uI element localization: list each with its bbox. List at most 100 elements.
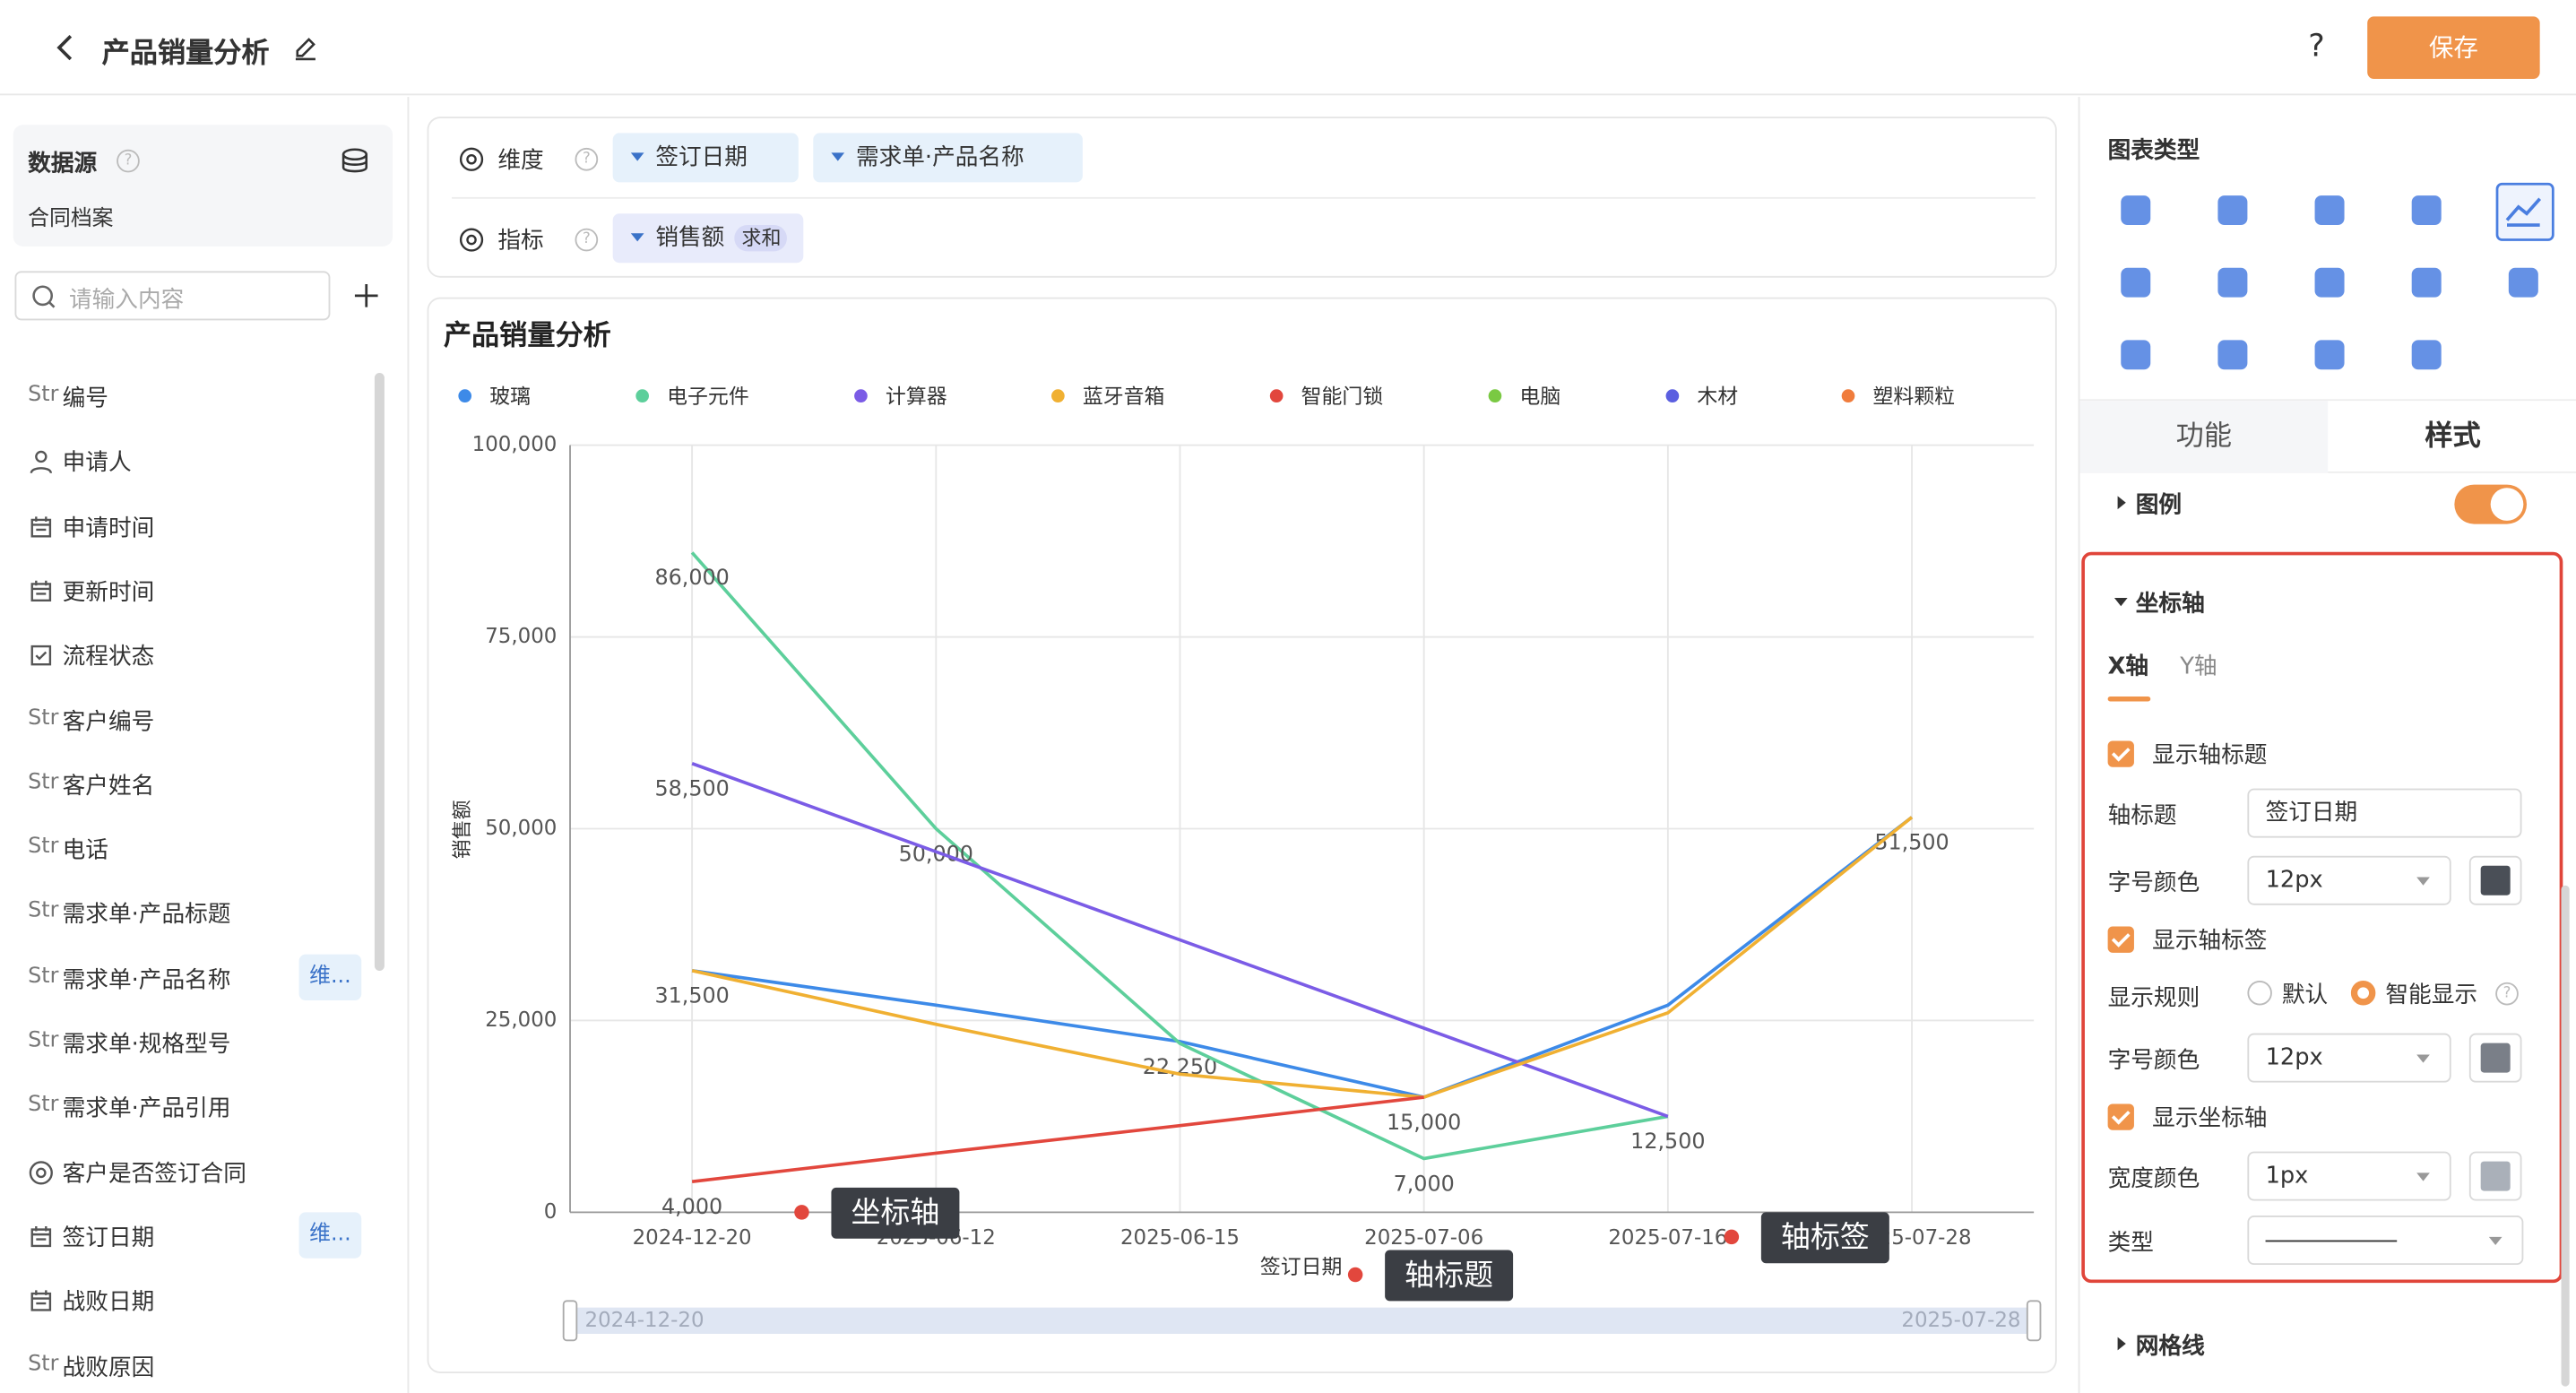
chart-card xyxy=(427,297,2057,1373)
chart-type-icon[interactable] xyxy=(2121,340,2151,370)
tab-active[interactable]: 样式 xyxy=(2425,420,2481,454)
chart-type-icon[interactable] xyxy=(2314,195,2345,226)
chart-type-icon[interactable] xyxy=(2411,267,2442,298)
zoom-track xyxy=(570,1307,2035,1334)
database-icon[interactable] xyxy=(341,148,371,174)
metric-name: 销售额 xyxy=(655,225,725,252)
field-icon xyxy=(30,515,52,537)
checkbox[interactable] xyxy=(2107,926,2134,953)
field-item[interactable]: Str 需求单·产品引用 xyxy=(0,1086,369,1129)
annotation-box xyxy=(1385,1250,1514,1302)
field-item[interactable]: 战败日期 xyxy=(0,1280,369,1323)
chart-type-icon[interactable] xyxy=(2217,195,2248,226)
field-item[interactable]: 流程状态 xyxy=(0,635,369,678)
checkbox[interactable] xyxy=(2107,740,2134,767)
tab-bar: 功能 样式 xyxy=(2079,399,2576,473)
icon-shape xyxy=(2411,340,2442,370)
font-size-select[interactable]: 12px xyxy=(2247,1033,2451,1083)
field-item[interactable]: Str 客户编号 xyxy=(0,699,369,742)
icon-shape xyxy=(2217,195,2248,226)
highlight-box xyxy=(2081,551,2563,1284)
chart-type-icon[interactable] xyxy=(2411,340,2442,370)
color-swatch[interactable] xyxy=(2468,855,2522,905)
scrollbar[interactable] xyxy=(374,372,385,972)
dimension-chip[interactable]: 签订日期 xyxy=(612,133,799,183)
field-name: 流程状态 xyxy=(62,644,155,671)
chart-type-icon[interactable] xyxy=(2217,267,2248,298)
zoom-handle xyxy=(562,1300,578,1342)
field-name: 编号 xyxy=(62,385,108,412)
chart-group: 产品销量分析 0 25,000 50,000 75,000 100,000 2024-12… xyxy=(444,320,2042,1342)
color-swatch[interactable] xyxy=(2468,1151,2522,1201)
chart-type-icon[interactable] xyxy=(2411,195,2442,226)
expand-arrow xyxy=(2117,1337,2126,1351)
field-label: 字号颜色 xyxy=(2107,870,2200,897)
font-size-select[interactable]: 12px xyxy=(2247,855,2451,905)
field-item[interactable]: Str 需求单·规格型号 xyxy=(0,1022,369,1065)
legend-toggle[interactable] xyxy=(2454,484,2528,524)
legend-section[interactable]: 图例 xyxy=(2135,492,2183,520)
color-swatch[interactable] xyxy=(2468,1033,2522,1083)
grid-section[interactable]: 网格线 xyxy=(2135,1333,2205,1361)
left-panel: 数据源 ? 合同档案 请输入内容 Str 编号 申请人 申请时间 更新时间 流程状态 Str… xyxy=(0,97,410,1393)
width-select[interactable]: 1px xyxy=(2247,1151,2451,1201)
axis-tab[interactable]: Y轴 xyxy=(2180,653,2217,680)
field-item[interactable]: 更新时间 xyxy=(0,570,369,613)
add-button[interactable] xyxy=(353,282,379,308)
field-item[interactable]: Str 需求单·产品名称 维... xyxy=(0,954,369,1000)
chart-type-icon[interactable] xyxy=(2314,267,2345,298)
line-type-select[interactable] xyxy=(2247,1216,2524,1266)
chart-type-icon[interactable] xyxy=(2121,195,2151,226)
annotation-box xyxy=(831,1187,960,1239)
axis-section[interactable]: 坐标轴 xyxy=(2135,591,2205,619)
field-item[interactable]: 签订日期 维... xyxy=(0,1212,369,1259)
axis-tab-active[interactable]: X轴 xyxy=(2107,653,2149,680)
divider xyxy=(452,196,2036,199)
checkbox[interactable] xyxy=(2107,1103,2134,1130)
field-item[interactable]: Str 电话 xyxy=(0,828,369,871)
field-item[interactable]: 客户是否签订合同 xyxy=(0,1151,369,1194)
dimension-chip[interactable]: 需求单·产品名称 xyxy=(813,133,1083,183)
field-item[interactable]: Str 战败原因 xyxy=(0,1345,369,1388)
data-label: 15,000 xyxy=(1387,1110,1461,1135)
metric-chip[interactable]: 销售额 求和 xyxy=(612,213,804,264)
chart-type-icon[interactable] xyxy=(2508,267,2538,298)
annotation-dot xyxy=(1347,1267,1363,1283)
field-icon xyxy=(30,645,52,666)
chart-type-icon[interactable] xyxy=(2505,195,2542,227)
help-button[interactable]: ? xyxy=(2308,28,2325,65)
field-label: 宽度颜色 xyxy=(2107,1166,2200,1193)
field-item[interactable]: Str 需求单·产品标题 xyxy=(0,893,369,936)
tab[interactable]: 功能 xyxy=(2079,401,2329,473)
axis-title-input[interactable]: 签订日期 xyxy=(2247,788,2522,838)
icon-shape xyxy=(2508,267,2538,298)
annotation-text: 轴标题 xyxy=(1405,1257,1493,1292)
field-item[interactable]: Str 编号 xyxy=(0,376,369,420)
search-box[interactable]: 请输入内容 xyxy=(14,271,331,321)
header: 产品销量分析 ? 保存 xyxy=(0,0,2576,96)
back-button[interactable] xyxy=(53,33,79,63)
field-item[interactable]: Str 客户姓名 xyxy=(0,764,369,807)
y-tick-label: 100,000 xyxy=(472,433,558,456)
aggregation-tag: 求和 xyxy=(735,225,788,252)
chart-type-icon[interactable] xyxy=(2217,340,2248,370)
field-item[interactable]: 申请时间 xyxy=(0,506,369,549)
checkbox-label: 显示轴标签 xyxy=(2152,928,2268,955)
data-label: 12,500 xyxy=(1630,1129,1705,1154)
field-tag: 维... xyxy=(298,954,362,1000)
radio-checked[interactable] xyxy=(2350,981,2376,1006)
field-type: Str xyxy=(28,964,59,989)
field-item[interactable]: 申请人 xyxy=(0,441,369,484)
x-tick-label: 2025-07-16 xyxy=(1608,1226,1727,1250)
x-axis-title: 签订日期 xyxy=(1260,1256,1343,1279)
chart-type-icon[interactable] xyxy=(2314,340,2345,370)
field-name: 需求单·规格型号 xyxy=(62,1031,231,1059)
field-type: Str xyxy=(28,1028,59,1053)
icon-shape xyxy=(2505,197,2542,227)
edit-button[interactable] xyxy=(292,34,318,61)
scrollbar[interactable] xyxy=(2561,885,2570,1387)
save-button[interactable]: 保存 xyxy=(2367,16,2540,79)
radio[interactable] xyxy=(2247,981,2272,1006)
chart-type-icon[interactable] xyxy=(2121,267,2151,298)
